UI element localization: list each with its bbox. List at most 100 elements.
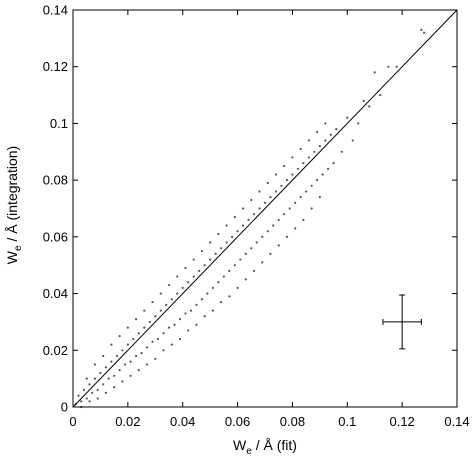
data-point [121,380,124,383]
data-point [132,337,135,341]
plot-frame [72,9,458,408]
data-point [192,275,195,278]
data-point [250,198,253,202]
data-point [228,269,231,272]
data-point [143,309,146,312]
data-point [118,335,121,338]
data-point [324,122,327,125]
data-point [261,261,264,264]
data-point [140,352,143,355]
data-point [318,145,321,148]
data-point [302,162,305,165]
x-tick-label: 0.12 [389,414,414,429]
data-point [77,394,80,397]
data-point [373,71,376,74]
data-point [299,147,302,151]
data-point [192,258,195,261]
data-point [233,215,236,219]
error-bar [382,294,422,350]
data-point [115,354,118,358]
data-point [145,346,149,349]
data-point [178,337,182,341]
data-point [296,167,300,170]
data-point [307,139,310,142]
data-point [318,196,321,199]
x-tick-label: 0.02 [115,414,140,429]
data-point [324,139,327,142]
data-point [178,317,182,321]
data-point [129,374,132,377]
data-point [211,309,214,312]
data-point [313,150,316,153]
data-point [220,300,223,304]
y-tick-label: 0.02 [43,343,68,358]
data-point [291,156,294,159]
data-point [102,383,105,386]
data-point [85,397,88,400]
data-point [209,258,212,261]
data-point [247,218,250,221]
data-point [340,150,343,153]
data-point [280,184,283,187]
data-point [104,366,108,369]
data-point [93,377,97,380]
data-point [228,295,231,298]
data-point [335,128,338,131]
data-point [200,249,204,253]
data-point [285,235,289,238]
x-tick-label: 0.14 [444,414,469,429]
data-point [266,230,269,233]
x-tick-label: 0.1 [338,414,356,429]
data-point [310,207,313,210]
data-point [134,317,138,321]
data-point [173,323,176,326]
data-point [143,326,146,329]
data-point [255,241,258,244]
data-point [85,377,88,380]
data-point [269,252,272,255]
data-point [110,360,113,363]
data-point [316,130,319,134]
data-point [214,252,217,255]
data-point [294,227,297,230]
data-point [96,397,99,400]
data-point [302,218,305,221]
data-point [263,201,267,204]
y-tick-label: 0.08 [43,173,68,188]
data-point [244,252,247,255]
data-point [93,363,97,366]
data-point [288,207,291,210]
x-ticks: 0 0.02 0.04 0.06 0.08 0.1 0.12 0.14 [69,10,470,429]
data-point [187,281,190,284]
data-point [110,343,113,346]
data-point [274,173,278,176]
data-point [170,343,173,346]
data-point [113,386,116,389]
x-tick-label: 0.04 [170,414,195,429]
y-tick-label: 0 [61,400,68,415]
data-point [165,303,168,307]
y-tick-label: 0.1 [50,116,68,131]
data-point [189,309,193,312]
y-axis-title: We / Å (integration) [4,146,24,264]
data-point [266,181,269,185]
data-point [252,213,256,216]
data-point [195,303,198,307]
data-point [233,264,236,267]
data-point [162,332,165,335]
y-tick-label: 0.14 [43,3,68,18]
points-layer [74,28,426,409]
data-point [96,388,99,392]
data-point [156,337,160,341]
data-point [230,235,234,238]
data-point [362,99,365,102]
y-tick-label: 0.04 [43,286,68,301]
data-point [167,326,171,329]
data-point [346,116,349,119]
data-point [422,31,426,34]
data-point [305,190,308,193]
x-tick-label: 0 [69,414,76,429]
data-point [184,266,187,270]
data-point [225,224,228,227]
data-point [137,369,140,372]
